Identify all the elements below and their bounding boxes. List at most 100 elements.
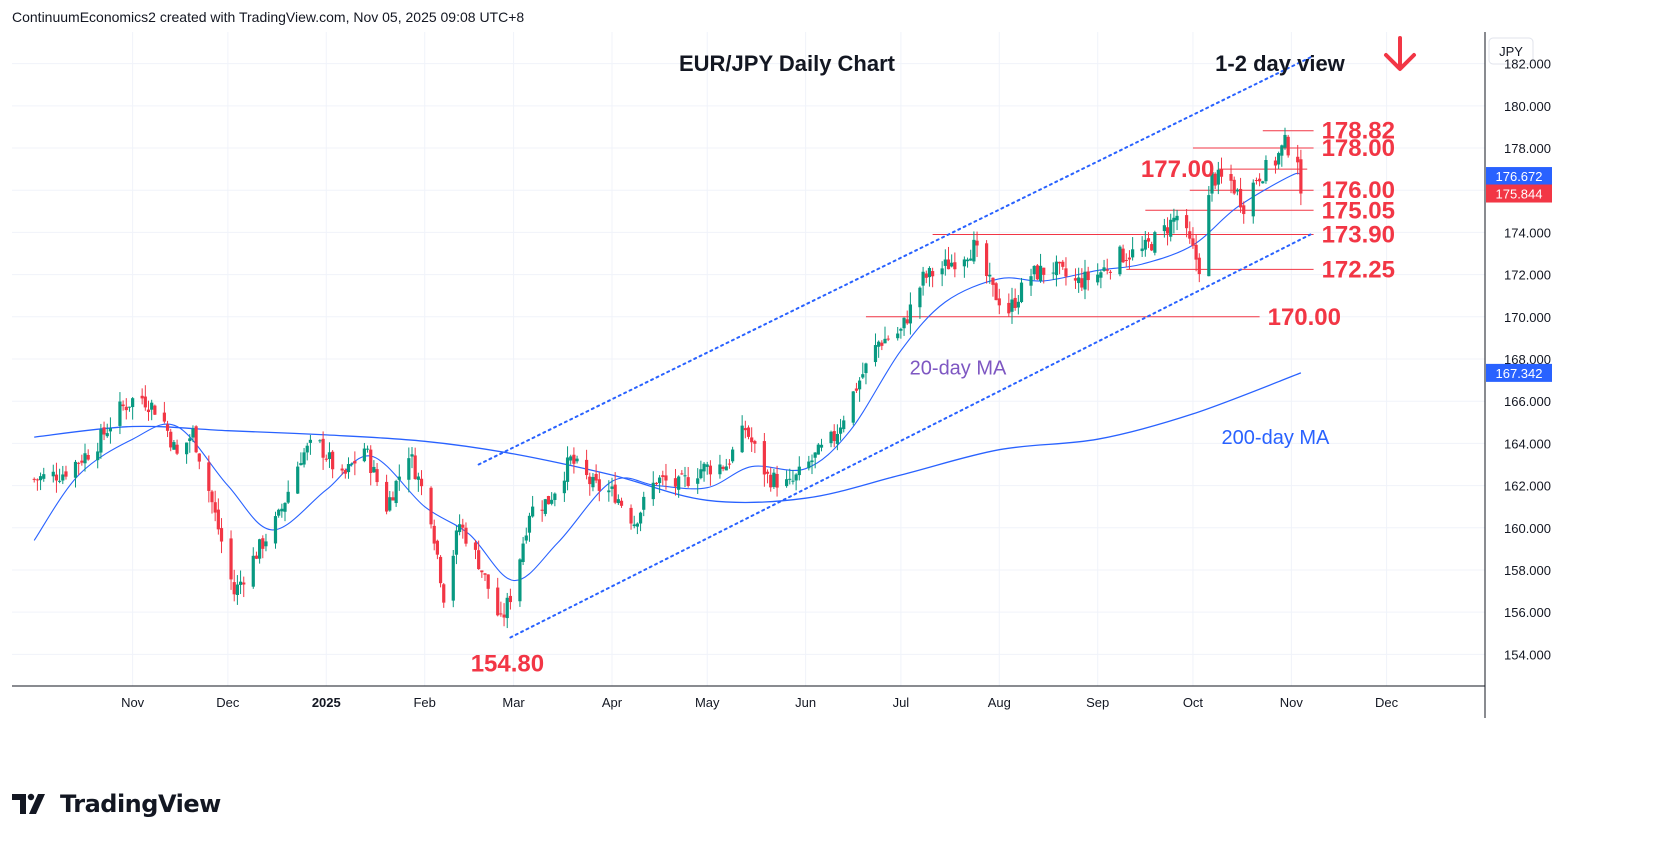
candle-body	[118, 401, 122, 426]
ma20-label: 20-day MA	[910, 358, 1007, 380]
currency-label: JPY	[1499, 44, 1523, 59]
candle-body	[750, 437, 754, 443]
candle-body	[324, 458, 328, 460]
candle-body	[391, 497, 395, 501]
candle-body	[438, 556, 443, 584]
candle-body	[832, 431, 836, 442]
candle-body	[1172, 217, 1176, 222]
candle-body	[346, 464, 351, 473]
candle-body	[816, 444, 820, 455]
candle-body	[838, 427, 843, 434]
candle-body	[197, 453, 201, 462]
candle-body	[362, 448, 366, 462]
candle-body	[1061, 261, 1065, 267]
candle-body	[207, 462, 211, 491]
candle-body	[1124, 260, 1128, 262]
candle-body	[613, 484, 617, 503]
candle-body	[464, 527, 468, 544]
candle-body	[902, 317, 906, 329]
candle-body	[683, 475, 687, 477]
candle-body	[1146, 238, 1151, 242]
candle-body	[702, 463, 706, 472]
y-tick-label: 160.000	[1504, 521, 1551, 536]
candle-body	[864, 363, 868, 374]
candle-body	[1143, 239, 1147, 250]
candle-body	[835, 434, 839, 444]
candle-body	[521, 543, 525, 562]
candle-body	[673, 478, 678, 487]
chart-attribution: ContinuumEconomics2 created with Trading…	[12, 9, 525, 25]
tradingview-logo[interactable]: TradingView	[12, 790, 221, 818]
x-tick-label: Jul	[893, 695, 910, 710]
candle-body	[1140, 248, 1144, 252]
candle-body	[502, 614, 506, 618]
price-badges: 176.672 175.844 167.342	[1486, 167, 1552, 382]
candle-body	[769, 474, 773, 488]
candle-body	[610, 486, 614, 489]
candle-body	[1127, 257, 1132, 260]
candles	[32, 127, 1303, 629]
candle-body	[140, 395, 144, 399]
candle-body	[1051, 272, 1055, 274]
candle-body	[753, 441, 757, 444]
price-axis[interactable]: 182.000180.000178.000176.000174.000172.0…	[1504, 57, 1551, 663]
candle-body	[696, 478, 700, 484]
candle-body	[619, 500, 624, 506]
candle-body	[705, 464, 709, 467]
candle-body	[496, 587, 500, 616]
candle-body	[883, 338, 887, 344]
candle-body	[397, 476, 401, 480]
currency-badge[interactable]: JPY	[1488, 37, 1534, 65]
candle-body	[918, 287, 922, 308]
candle-body	[994, 283, 998, 301]
candle-body	[1032, 265, 1036, 275]
candle-body	[1296, 156, 1300, 163]
candle-body	[451, 555, 455, 601]
candle-body	[629, 507, 633, 524]
candle-body	[1029, 276, 1033, 286]
candle-body	[286, 491, 290, 503]
candle-body	[372, 466, 376, 473]
candle-body	[146, 409, 151, 413]
candle-body	[1162, 225, 1166, 232]
ma200-label: 200-day MA	[1222, 427, 1330, 449]
candle-body	[743, 428, 747, 431]
candle-body	[232, 582, 236, 595]
candle-body	[772, 472, 776, 487]
candle-body	[185, 442, 189, 455]
level-label: 172.25	[1322, 256, 1395, 283]
candle-body	[1191, 238, 1195, 246]
candle-body	[416, 476, 420, 480]
candle-body	[388, 497, 392, 511]
candle-body	[553, 493, 557, 500]
candle-body	[616, 499, 620, 504]
candle-body	[880, 342, 884, 346]
candle-body	[73, 461, 78, 478]
candle-body	[1184, 215, 1189, 229]
candle-body	[677, 476, 681, 490]
candle-body	[86, 454, 90, 460]
y-tick-label: 154.000	[1504, 647, 1551, 662]
time-axis[interactable]: Nov Dec 2025 Feb Mar Apr May Jun Jul Aug Sep Oct Nov…	[121, 695, 1399, 710]
candle-body	[251, 555, 255, 587]
candle-body	[931, 271, 935, 277]
low-label: 154.80	[471, 650, 544, 677]
candle-body	[384, 481, 389, 512]
candle-body	[1058, 261, 1062, 264]
candle-body	[1042, 267, 1046, 275]
candle-body	[861, 374, 865, 378]
candle-body	[873, 345, 878, 363]
candle-body	[1242, 205, 1246, 215]
candle-body	[327, 452, 332, 460]
candle-body	[680, 473, 684, 475]
candle-body	[305, 445, 309, 453]
candle-body	[1010, 299, 1014, 312]
down-arrow-icon	[1384, 36, 1416, 71]
price-badge	[1486, 167, 1552, 186]
candle-body	[499, 613, 503, 615]
x-tick-label: Aug	[988, 695, 1011, 710]
candle-body	[724, 466, 728, 471]
candle-body	[518, 559, 522, 602]
candle-body	[854, 388, 859, 391]
